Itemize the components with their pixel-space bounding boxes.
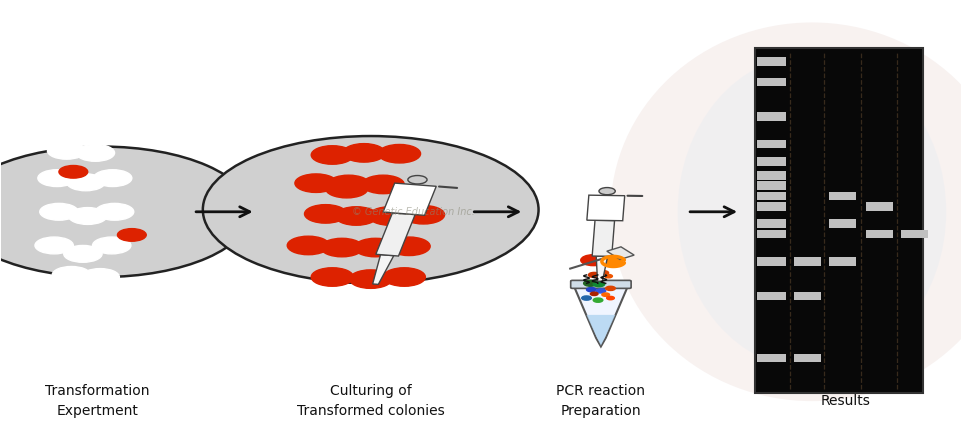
Text: PCR reaction
Preparation: PCR reaction Preparation: [555, 385, 645, 418]
Circle shape: [602, 293, 609, 296]
Polygon shape: [606, 247, 633, 259]
Circle shape: [63, 245, 102, 262]
Polygon shape: [596, 256, 607, 281]
Circle shape: [604, 274, 612, 278]
Circle shape: [66, 174, 105, 191]
Bar: [756, 230, 785, 238]
Circle shape: [361, 175, 404, 194]
Ellipse shape: [677, 54, 946, 370]
Bar: [756, 181, 785, 190]
Text: Transformation
Expertment: Transformation Expertment: [45, 385, 149, 418]
Circle shape: [596, 289, 605, 293]
Polygon shape: [382, 183, 435, 215]
Bar: [900, 230, 927, 238]
Circle shape: [37, 170, 76, 187]
Circle shape: [92, 237, 131, 254]
Text: Results: Results: [820, 394, 870, 408]
Polygon shape: [586, 315, 615, 346]
Bar: [756, 57, 785, 66]
Circle shape: [586, 287, 596, 292]
Bar: [756, 157, 785, 166]
Polygon shape: [574, 287, 627, 346]
Bar: [754, 47, 923, 393]
Circle shape: [117, 229, 146, 241]
Circle shape: [287, 236, 329, 255]
Circle shape: [604, 257, 623, 266]
Circle shape: [295, 174, 336, 192]
Bar: [756, 140, 785, 148]
Circle shape: [311, 268, 353, 286]
Circle shape: [47, 142, 86, 159]
Circle shape: [95, 204, 134, 220]
Circle shape: [599, 187, 615, 195]
Circle shape: [354, 238, 396, 257]
Circle shape: [59, 165, 87, 178]
Bar: [756, 202, 785, 211]
Circle shape: [599, 271, 608, 275]
Circle shape: [203, 136, 538, 283]
Bar: [756, 112, 785, 121]
Circle shape: [0, 147, 251, 277]
Bar: [828, 257, 855, 266]
Circle shape: [387, 237, 430, 256]
Circle shape: [320, 238, 362, 257]
Circle shape: [52, 267, 90, 283]
Bar: [865, 202, 892, 211]
Bar: [756, 354, 785, 363]
Bar: [793, 257, 820, 266]
Circle shape: [368, 207, 410, 225]
Circle shape: [402, 206, 444, 224]
Circle shape: [93, 170, 132, 187]
Polygon shape: [376, 213, 415, 256]
Circle shape: [311, 146, 353, 164]
Circle shape: [325, 179, 367, 198]
Circle shape: [588, 272, 600, 277]
Circle shape: [593, 298, 603, 302]
Polygon shape: [586, 195, 624, 221]
FancyBboxPatch shape: [570, 280, 630, 288]
Bar: [865, 230, 892, 238]
Bar: [756, 171, 785, 179]
Circle shape: [334, 207, 377, 225]
Circle shape: [81, 268, 119, 285]
Bar: [756, 257, 785, 266]
Bar: [828, 220, 855, 228]
Circle shape: [581, 296, 591, 300]
Text: © Genetic Education Inc.: © Genetic Education Inc.: [352, 207, 475, 217]
Circle shape: [378, 145, 420, 163]
Circle shape: [407, 176, 427, 184]
Circle shape: [342, 144, 384, 162]
Circle shape: [305, 205, 346, 223]
Bar: [828, 192, 855, 200]
Circle shape: [382, 268, 425, 286]
Circle shape: [606, 296, 614, 300]
Circle shape: [327, 175, 369, 194]
Circle shape: [593, 282, 604, 287]
Circle shape: [583, 280, 597, 286]
Circle shape: [590, 292, 598, 296]
Circle shape: [605, 286, 615, 290]
Bar: [793, 354, 820, 363]
Circle shape: [39, 204, 78, 220]
Bar: [756, 192, 785, 200]
Bar: [756, 78, 785, 86]
Circle shape: [580, 255, 605, 266]
Circle shape: [76, 145, 114, 161]
Bar: [793, 292, 820, 300]
Polygon shape: [592, 220, 614, 257]
Bar: [756, 292, 785, 300]
Circle shape: [35, 237, 73, 254]
Circle shape: [349, 270, 391, 288]
Text: Culturing of
Transformed colonies: Culturing of Transformed colonies: [297, 385, 444, 418]
Bar: [756, 220, 785, 228]
Circle shape: [68, 208, 107, 224]
Ellipse shape: [610, 22, 961, 401]
Polygon shape: [372, 255, 393, 285]
